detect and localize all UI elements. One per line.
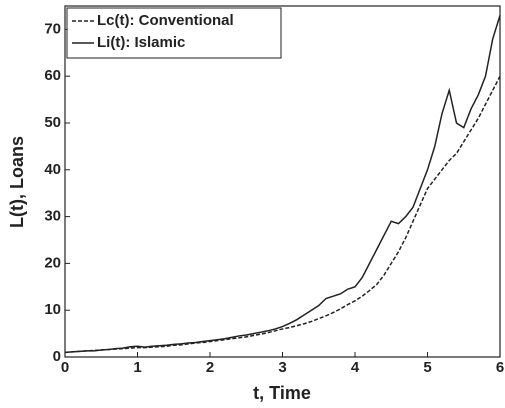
x-tick-label: 1 — [133, 359, 141, 376]
y-tick-label: 70 — [44, 20, 61, 37]
y-tick-label: 0 — [53, 348, 61, 365]
series-line — [64, 75, 501, 354]
y-tick-label: 40 — [44, 161, 61, 178]
x-axis-label: t, Time — [253, 383, 311, 403]
x-tick-label: 4 — [351, 359, 360, 376]
x-tick-label: 2 — [206, 359, 214, 376]
y-tick-label: 10 — [44, 301, 61, 318]
legend-box — [66, 7, 282, 59]
y-tick-label: 50 — [44, 114, 61, 131]
y-tick-label: 30 — [44, 208, 61, 225]
x-tick-label: 6 — [496, 359, 504, 376]
y-tick-label: 60 — [44, 67, 61, 84]
y-tick-label: 20 — [44, 254, 61, 271]
x-tick-label: 3 — [278, 359, 286, 376]
legend-label: Li(t): Islamic — [97, 34, 185, 51]
x-tick-label: 5 — [423, 359, 431, 376]
x-tick-label: 0 — [61, 359, 69, 376]
legend-label: Lc(t): Conventional — [97, 12, 234, 29]
y-axis-label: L(t), Loans — [7, 136, 27, 228]
plot-area — [64, 5, 501, 358]
series-line — [64, 15, 501, 354]
